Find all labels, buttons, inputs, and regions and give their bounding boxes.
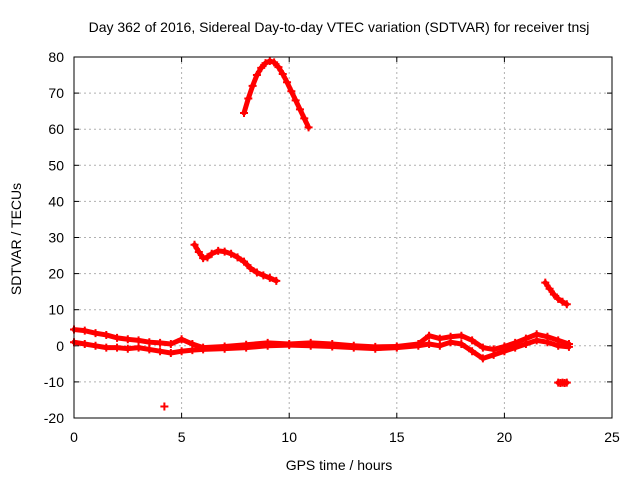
- grid-lines: [74, 57, 612, 418]
- data-point: [564, 342, 573, 351]
- x-tick-label: 20: [497, 429, 513, 445]
- y-tick-label: 0: [56, 338, 64, 354]
- y-tick-label: -10: [44, 374, 64, 390]
- series-arc-mid: [190, 240, 281, 285]
- y-tick-label: 10: [48, 302, 64, 318]
- x-axis-label: GPS time / hours: [286, 457, 393, 473]
- x-tick-label: 15: [389, 429, 405, 445]
- data-points: [70, 56, 573, 411]
- tick-labels: 0 5 10 15 20 25 -20 -10 0 10 20 30 40 50 60 70 80: [44, 49, 620, 445]
- x-tick-label: 25: [604, 429, 620, 445]
- chart-title: Day 362 of 2016, Sidereal Day-to-day VTE…: [89, 19, 590, 35]
- x-tick-label: 0: [70, 429, 78, 445]
- y-axis-label: SDTVAR / TECUs: [8, 183, 24, 295]
- data-point: [160, 402, 169, 411]
- y-tick-label: 50: [48, 157, 64, 173]
- y-tick-label: 70: [48, 85, 64, 101]
- data-point: [272, 276, 281, 285]
- x-tick-label: 10: [281, 429, 297, 445]
- data-point: [304, 123, 313, 132]
- data-point: [562, 300, 571, 309]
- series-outliers-low: [160, 378, 571, 411]
- y-tick-label: 80: [48, 49, 64, 65]
- y-tick-label: 40: [48, 193, 64, 209]
- plot-frame: [73, 56, 613, 419]
- y-tick-label: 30: [48, 230, 64, 246]
- series-arc-late: [541, 278, 571, 309]
- y-tick-label: -20: [44, 410, 64, 426]
- x-tick-label: 5: [178, 429, 186, 445]
- y-tick-label: 60: [48, 121, 64, 137]
- series-arc-peak: [240, 56, 313, 132]
- data-point: [562, 378, 571, 387]
- y-tick-label: 20: [48, 266, 64, 282]
